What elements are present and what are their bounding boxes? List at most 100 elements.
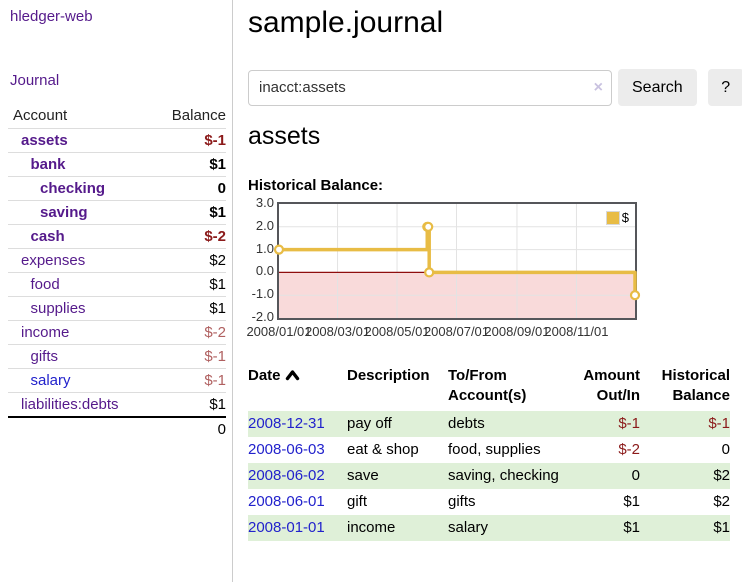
txn-accounts: salary [448, 519, 489, 536]
txn-amount: 0 [631, 467, 640, 484]
y-axis-tick-label: 0.0 [255, 263, 274, 279]
y-axis-tick-label: 1.0 [255, 240, 274, 256]
transaction-row: 2008-01-01 income salary $1 $1 [248, 515, 730, 541]
account-row: gifts $-1 [8, 344, 226, 368]
y-axis-tick-label: 2.0 [255, 217, 274, 233]
search-form: × Search ? [248, 69, 742, 106]
data-point-marker [423, 221, 434, 232]
account-link[interactable]: gifts [30, 348, 59, 365]
txn-date-link[interactable]: 2008-06-02 [248, 467, 325, 484]
account-link[interactable]: checking [40, 180, 106, 197]
data-point-marker [629, 290, 641, 301]
account-link[interactable]: expenses [21, 252, 86, 269]
account-link[interactable]: salary [30, 372, 71, 389]
transactions-table: Date Description To/From Account(s) Amou… [248, 364, 730, 541]
account-link[interactable]: bank [30, 156, 66, 173]
sidebar-item-journal[interactable]: Journal [10, 72, 60, 89]
account-balance: $1 [209, 204, 226, 221]
account-row: cash $-2 [8, 224, 226, 248]
legend-swatch-icon [605, 210, 620, 225]
description-column-header: Description [347, 367, 430, 384]
transaction-row: 2008-12-31 pay off debts $-1 $-1 [248, 411, 730, 437]
txn-description: save [347, 467, 379, 484]
historical-balance-chart: $ [273, 202, 641, 320]
txn-date-cell: 2008-06-03 [248, 437, 347, 463]
account-link[interactable]: liabilities:debts [21, 396, 119, 413]
balance-column-header: Balance [171, 107, 226, 124]
data-point-marker [273, 244, 285, 255]
account-row: liabilities:debts $1 [8, 392, 226, 416]
legend-label: $ [621, 210, 629, 225]
transactions-header-row: Date Description To/From Account(s) Amou… [248, 364, 730, 411]
account-link[interactable]: cash [30, 228, 65, 245]
account-heading: assets [248, 122, 321, 150]
date-column-header[interactable]: Date [248, 364, 347, 411]
sidebar: hledger-web Journal Account Balance asse… [0, 0, 233, 582]
txn-date-link[interactable]: 2008-01-01 [248, 519, 325, 536]
date-header-label: Date [248, 367, 281, 384]
txn-accounts: food, supplies [448, 441, 541, 458]
account-link[interactable]: food [30, 276, 60, 293]
account-row: assets $-1 [8, 128, 226, 152]
txn-date-link[interactable]: 2008-12-31 [248, 415, 325, 432]
search-input-wrap: × [248, 69, 612, 106]
x-axis-tick-label: 2008/07/01 [423, 324, 490, 339]
account-balance: $1 [209, 396, 226, 413]
account-row: saving $1 [8, 200, 226, 224]
accounts-table-header: Account Balance [8, 104, 226, 128]
account-row: income $-2 [8, 320, 226, 344]
txn-date-cell: 2008-01-01 [248, 515, 347, 541]
account-row: bank $1 [8, 152, 226, 176]
accounts-column-header: To/From Account(s) [448, 367, 527, 404]
txn-date-cell: 2008-06-01 [248, 489, 347, 515]
account-link[interactable]: saving [40, 204, 88, 221]
transactions-body: 2008-12-31 pay off debts $-1 $-1 2008-06-03 ea… [248, 411, 730, 541]
x-axis-tick-label: 2008/01/01 [246, 324, 312, 339]
txn-amount: $-2 [618, 441, 640, 458]
txn-amount: $-1 [618, 415, 640, 432]
account-link[interactable]: income [21, 324, 70, 341]
x-axis-tick-label: 2008/09/01 [484, 324, 550, 339]
transaction-row: 2008-06-03 eat & shop food, supplies $-2 0 [248, 437, 730, 463]
help-button[interactable]: ? [707, 69, 742, 106]
txn-amount: $1 [623, 493, 640, 510]
x-axis-tick-label: 2008/03/01 [304, 324, 371, 339]
transaction-row: 2008-06-01 gift gifts $1 $2 [248, 489, 730, 515]
y-axis-tick-label: 3.0 [255, 195, 274, 210]
chart-title: Historical Balance: [248, 177, 384, 194]
txn-date-link[interactable]: 2008-06-03 [248, 441, 325, 458]
account-balance: $-2 [204, 228, 226, 245]
data-point-marker [424, 267, 435, 278]
account-balance: $1 [209, 156, 226, 173]
accounts-total: 0 [8, 416, 226, 442]
txn-balance: $2 [713, 493, 730, 510]
account-row: food $1 [8, 272, 226, 296]
txn-balance: $1 [713, 519, 730, 536]
txn-balance: $2 [713, 467, 730, 484]
txn-description: eat & shop [347, 441, 419, 458]
account-link[interactable]: supplies [30, 300, 86, 317]
balance-column-header-main: Historical Balance [661, 367, 730, 404]
transaction-row: 2008-06-02 save saving, checking 0 $2 [248, 463, 730, 489]
page-title: sample.journal [248, 6, 444, 39]
chart-svg [273, 204, 641, 318]
txn-balance: $-1 [708, 415, 730, 432]
chart-legend: $ [605, 210, 629, 225]
account-balance: $-2 [204, 324, 226, 341]
txn-description: income [347, 519, 396, 536]
account-balance: $-1 [204, 372, 226, 389]
y-axis-tick-label: -1.0 [251, 286, 274, 302]
txn-amount: $1 [623, 519, 640, 536]
txn-description: gift [347, 493, 368, 510]
clear-search-icon[interactable]: × [593, 78, 603, 96]
account-balance: $1 [209, 300, 226, 317]
txn-accounts: saving, checking [448, 467, 559, 484]
app-title-link[interactable]: hledger-web [10, 8, 93, 25]
search-input[interactable] [248, 69, 612, 106]
accounts-table: Account Balance assets $-1 bank $1 checking 0… [8, 104, 226, 442]
txn-date-link[interactable]: 2008-06-01 [248, 493, 325, 510]
account-link[interactable]: assets [21, 132, 68, 149]
search-button[interactable]: Search [618, 69, 697, 106]
txn-date-cell: 2008-06-02 [248, 463, 347, 489]
txn-date-cell: 2008-12-31 [248, 411, 347, 437]
